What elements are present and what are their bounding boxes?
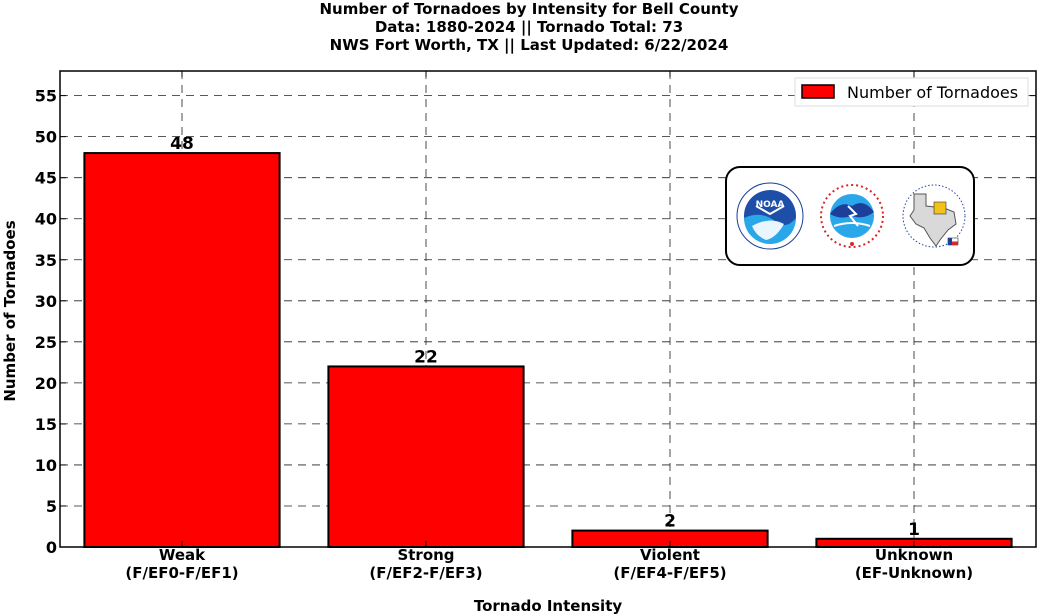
legend-swatch	[801, 84, 835, 99]
legend-label: Number of Tornadoes	[847, 83, 1018, 102]
y-tick-label: 15	[35, 415, 57, 434]
title-line: NWS Fort Worth, TX || Last Updated: 6/22…	[330, 36, 729, 55]
x-tick-label: Weak	[159, 546, 206, 564]
logos-panel: NOAA	[725, 166, 975, 266]
y-tick-label: 55	[35, 87, 57, 106]
x-tick-label: (F/EF2-F/EF3)	[369, 564, 482, 582]
bar	[327, 365, 525, 548]
y-tick-label: 0	[46, 538, 57, 557]
bars	[83, 152, 1013, 548]
y-tick-label: 20	[35, 374, 57, 393]
y-tick-label: 40	[35, 210, 57, 229]
x-axis: Weak(F/EF0-F/EF1) Strong(F/EF2-F/EF3) Viol…	[125, 71, 973, 582]
x-tick-label: Unknown	[875, 546, 953, 564]
plot-frame	[59, 70, 1037, 548]
x-tick-label: Violent	[640, 546, 700, 564]
title-line: Data: 1880-2024 || Tornado Total: 73	[375, 18, 683, 37]
y-tick-label: 50	[35, 128, 57, 147]
x-axis-label: Tornado Intensity	[474, 597, 623, 615]
y-tick-label: 25	[35, 333, 57, 352]
x-tick-label: (F/EF0-F/EF1)	[125, 564, 238, 582]
y-tick-label: 5	[46, 497, 57, 516]
bar-value-label: 1	[908, 520, 920, 540]
title-line: Number of Tornadoes by Intensity for Bel…	[320, 0, 739, 18]
x-tick-label: (F/EF4-F/EF5)	[613, 564, 726, 582]
legend: Number of Tornadoes	[794, 77, 1029, 107]
y-tick-label: 45	[35, 169, 57, 188]
svg-text:NOAA: NOAA	[756, 200, 785, 210]
bar-value-label: 22	[414, 347, 438, 367]
y-axis: 0 5 10 15 20 25 30 35 40 45 50 55	[35, 87, 1036, 557]
x-tick-label: (EF-Unknown)	[855, 564, 973, 582]
bar-value-label: 2	[664, 512, 676, 532]
y-tick-label: 30	[35, 292, 57, 311]
national-weather-service-logo	[819, 183, 885, 249]
bar	[83, 152, 281, 548]
noaa-logo: NOAA	[736, 182, 804, 250]
y-tick-label: 35	[35, 251, 57, 270]
y-axis-label: Number of Tornadoes	[1, 220, 19, 401]
fort-worth-texas-logo	[901, 183, 967, 249]
chart-title: Number of Tornadoes by Intensity for Bel…	[320, 0, 739, 55]
bar-value-label: 48	[170, 134, 194, 154]
y-tick-label: 10	[35, 456, 57, 475]
x-tick-label: Strong	[397, 546, 454, 564]
